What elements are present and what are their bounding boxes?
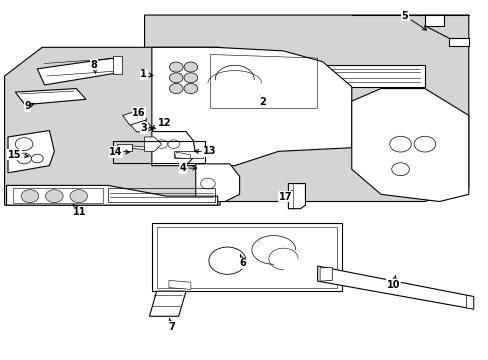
Text: 9: 9 <box>24 102 34 112</box>
Polygon shape <box>144 137 161 151</box>
Polygon shape <box>173 150 203 158</box>
Polygon shape <box>152 223 341 291</box>
Circle shape <box>21 190 39 203</box>
Circle shape <box>389 136 410 152</box>
Circle shape <box>183 62 197 72</box>
Text: 2: 2 <box>259 96 266 107</box>
Polygon shape <box>144 15 468 202</box>
Polygon shape <box>152 132 195 166</box>
Text: 11: 11 <box>73 204 86 217</box>
Polygon shape <box>132 146 144 149</box>
Text: 8: 8 <box>90 59 97 73</box>
Circle shape <box>391 163 408 176</box>
Polygon shape <box>175 152 190 158</box>
Polygon shape <box>6 185 217 205</box>
Polygon shape <box>149 291 185 316</box>
Circle shape <box>169 84 183 94</box>
Text: 15: 15 <box>8 150 28 160</box>
Polygon shape <box>15 89 86 105</box>
Polygon shape <box>448 39 468 45</box>
Text: 5: 5 <box>401 11 426 30</box>
Polygon shape <box>220 65 424 87</box>
Polygon shape <box>168 280 190 289</box>
Circle shape <box>156 140 167 148</box>
Text: 17: 17 <box>278 191 292 202</box>
Polygon shape <box>288 184 305 209</box>
Text: 10: 10 <box>386 276 400 290</box>
Text: 4: 4 <box>179 163 196 173</box>
Text: 14: 14 <box>109 147 129 157</box>
Polygon shape <box>122 110 147 125</box>
Circle shape <box>413 136 435 152</box>
Circle shape <box>70 190 87 203</box>
Circle shape <box>31 154 43 163</box>
Circle shape <box>15 138 33 150</box>
Polygon shape <box>117 144 132 150</box>
Circle shape <box>183 84 197 94</box>
Circle shape <box>17 153 31 164</box>
Polygon shape <box>195 164 239 202</box>
Text: 16: 16 <box>132 108 145 118</box>
Text: 13: 13 <box>194 146 216 156</box>
Text: 3: 3 <box>140 123 153 133</box>
Polygon shape <box>113 56 122 74</box>
Circle shape <box>169 73 183 83</box>
Circle shape <box>183 73 197 83</box>
Circle shape <box>208 247 245 274</box>
Polygon shape <box>466 296 473 309</box>
Polygon shape <box>8 131 54 173</box>
Polygon shape <box>317 266 473 309</box>
Text: 12: 12 <box>151 118 171 129</box>
Polygon shape <box>130 120 152 132</box>
Circle shape <box>169 62 183 72</box>
Text: 7: 7 <box>168 319 175 332</box>
Polygon shape <box>152 47 351 166</box>
Polygon shape <box>424 15 444 26</box>
Text: 6: 6 <box>239 255 246 268</box>
Polygon shape <box>4 47 220 205</box>
Text: 1: 1 <box>140 69 153 79</box>
Circle shape <box>45 190 63 203</box>
Circle shape <box>200 178 215 189</box>
Polygon shape <box>264 54 293 65</box>
Polygon shape <box>351 89 468 202</box>
Polygon shape <box>320 267 331 281</box>
Polygon shape <box>37 58 120 85</box>
Circle shape <box>167 140 179 148</box>
